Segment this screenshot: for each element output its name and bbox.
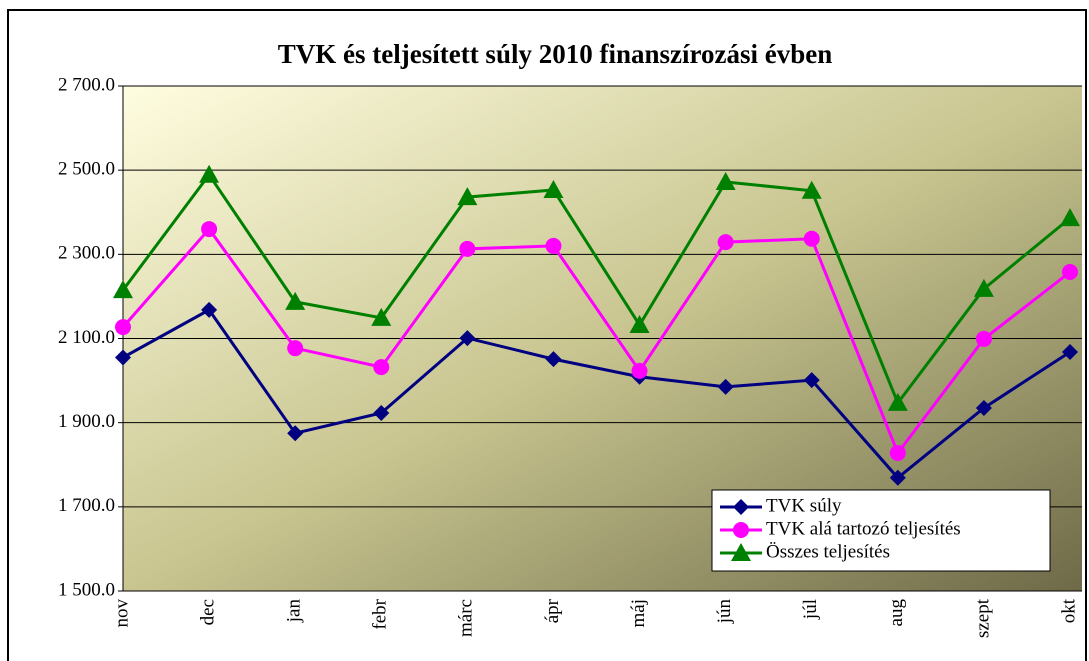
- point: [115, 319, 131, 336]
- point: [1062, 343, 1078, 360]
- x-tick-label: febr: [370, 598, 391, 629]
- point: [201, 221, 218, 238]
- legend-label: Összes teljesítés: [766, 541, 890, 562]
- point: [887, 392, 908, 411]
- x-tick-label: júl: [800, 599, 821, 620]
- legend-label: TVK alá tartozó teljesítés: [766, 518, 961, 539]
- point: [373, 404, 390, 421]
- point: [201, 301, 218, 318]
- y-tick-label: 2 300.0: [58, 243, 115, 264]
- point: [287, 425, 304, 442]
- x-tick-label: jan: [284, 599, 305, 624]
- x-tick-label: máj: [628, 599, 649, 628]
- point: [629, 315, 650, 334]
- x-tick-label: szept: [972, 598, 993, 638]
- point: [717, 234, 734, 251]
- legend-box: [711, 489, 1051, 572]
- chart-title: TVK és teljesített súly 2010 finanszíroz…: [278, 39, 832, 69]
- point: [803, 230, 820, 247]
- series-line: [121, 226, 1071, 456]
- x-tick-label: márc: [456, 599, 477, 637]
- point: [975, 399, 992, 416]
- legend-marker: [733, 499, 749, 515]
- point: [717, 378, 734, 395]
- x-tick-label: nov: [111, 599, 132, 628]
- y-tick-label: 2 100.0: [58, 327, 115, 348]
- y-tick-label: 1 900.0: [58, 411, 115, 432]
- point: [459, 330, 476, 347]
- y-tick-label: 2 500.0: [58, 159, 115, 180]
- x-tick-label: jún: [714, 599, 735, 625]
- series-line: [121, 172, 1071, 406]
- point: [373, 359, 390, 376]
- point: [115, 349, 131, 366]
- x-tick-label: aug: [886, 599, 907, 627]
- point: [715, 171, 736, 190]
- y-tick-label: 1 700.0: [58, 495, 115, 516]
- point: [889, 469, 906, 486]
- point: [545, 237, 562, 254]
- point: [801, 180, 822, 199]
- y-tick-label: 2 700.0: [58, 74, 115, 95]
- series-line: [122, 307, 1071, 480]
- point: [1062, 264, 1078, 281]
- y-tick-label: 1 500.0: [58, 579, 115, 600]
- point: [285, 291, 306, 310]
- x-tick-label: dec: [197, 599, 218, 625]
- point: [371, 307, 392, 326]
- point: [889, 444, 906, 461]
- point: [199, 164, 220, 183]
- point: [457, 187, 478, 206]
- legend-marker: [731, 543, 751, 561]
- point: [287, 340, 304, 357]
- point: [459, 240, 476, 257]
- legend-label: TVK súly: [766, 495, 842, 516]
- point: [1060, 208, 1080, 227]
- point: [543, 179, 564, 198]
- x-tick-label: ápr: [542, 598, 563, 623]
- point: [113, 280, 133, 299]
- point: [973, 278, 994, 297]
- point: [631, 362, 648, 379]
- x-tick-label: okt: [1058, 598, 1079, 623]
- legend-marker: [733, 522, 749, 538]
- point: [545, 351, 562, 368]
- point: [975, 330, 992, 347]
- point: [803, 372, 820, 389]
